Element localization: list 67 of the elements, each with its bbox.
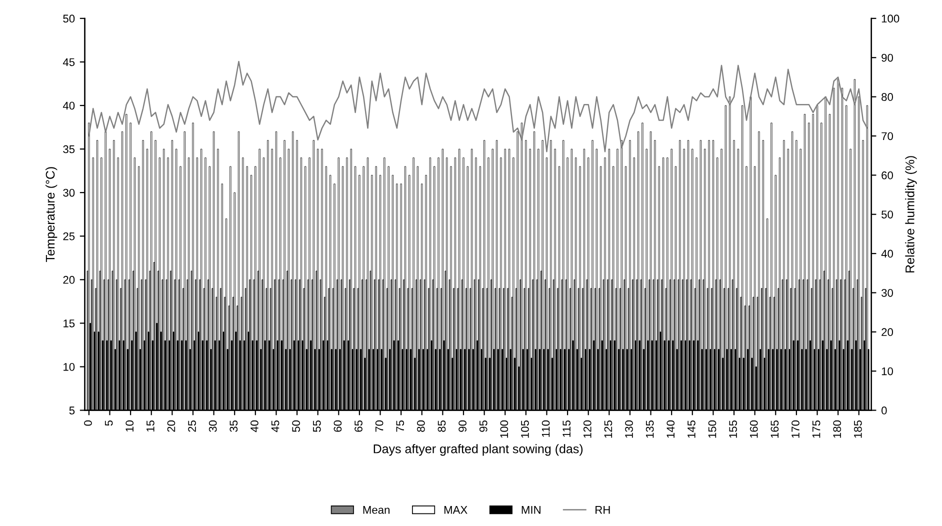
x-tick-label: 130 xyxy=(625,420,633,438)
x-tick-label: 110 xyxy=(542,420,550,437)
y2-tick-label: 70 xyxy=(882,132,893,140)
y-tick-label: 40 xyxy=(62,102,75,110)
y2-tick-label: 90 xyxy=(882,54,893,62)
x-tick-label: 95 xyxy=(479,420,488,432)
x-tick-label: 55 xyxy=(313,420,321,432)
x-tick-label: 60 xyxy=(334,420,342,432)
y2-tick-label: 40 xyxy=(881,250,893,258)
x-tick-label: 80 xyxy=(416,420,425,432)
x-tick-label: 100 xyxy=(500,420,508,438)
x-tick-label: 175 xyxy=(812,420,820,438)
x-tick-label: 25 xyxy=(188,420,196,432)
y-tick-label: 35 xyxy=(63,145,75,154)
y2-tick-label: 20 xyxy=(882,328,893,336)
x-axis-title: Days aftyer grafted plant sowing (das) xyxy=(374,444,583,456)
x-tick-label: 15 xyxy=(146,420,154,432)
y2-tick-label: 100 xyxy=(882,14,900,23)
x-tick-label: 170 xyxy=(792,420,800,438)
y2-axis-title: Relative humidity (%) xyxy=(905,156,917,272)
x-tick-label: 165 xyxy=(770,420,779,438)
y-axis-title: Temperature (°C) xyxy=(45,167,58,262)
x-tick-label: 35 xyxy=(230,420,238,432)
x-tick-label: 145 xyxy=(688,420,696,438)
y-tick-label: 45 xyxy=(62,58,75,66)
y2-tick-label: 60 xyxy=(882,171,893,180)
x-tick-label: 70 xyxy=(375,420,384,432)
x-tick-label: 105 xyxy=(521,420,529,438)
x-tick-label: 40 xyxy=(250,420,258,432)
y2-tick-label: 0 xyxy=(882,406,887,414)
y2-tick-label: 10 xyxy=(882,367,893,376)
x-tick-label: 45 xyxy=(271,420,280,432)
y2-tick-label: 30 xyxy=(881,288,893,297)
y-tick-label: 20 xyxy=(63,276,75,284)
x-tick-label: 125 xyxy=(604,420,612,438)
x-tick-label: 65 xyxy=(354,420,362,432)
x-tick-label: 135 xyxy=(646,420,654,438)
legend-label: RH xyxy=(596,506,610,514)
y-tick-label: 25 xyxy=(63,232,75,240)
x-tick-label: 20 xyxy=(167,420,176,432)
x-tick-label: 140 xyxy=(666,420,675,438)
x-tick-label: 185 xyxy=(854,420,862,438)
x-tick-label: 85 xyxy=(438,420,446,432)
x-tick-label: 50 xyxy=(292,420,300,432)
x-tick-label: 120 xyxy=(583,420,592,438)
x-tick-label: 115 xyxy=(562,420,571,437)
y-tick-label: 10 xyxy=(64,363,75,371)
y-tick-label: 15 xyxy=(64,320,75,328)
y-tick-label: 30 xyxy=(63,188,75,197)
x-tick-label: 75 xyxy=(396,420,404,432)
legend-label: MIN xyxy=(522,506,540,514)
line-series xyxy=(88,60,868,152)
x-tick-label: 155 xyxy=(729,420,737,438)
y-tick-label: 5 xyxy=(69,406,75,414)
x-tick-label: 150 xyxy=(708,420,716,438)
y-tick-label: 50 xyxy=(63,14,75,23)
x-tick-label: 30 xyxy=(208,420,217,432)
x-tick-label: 180 xyxy=(833,420,842,438)
x-tick-label: 90 xyxy=(458,420,466,432)
y2-tick-label: 50 xyxy=(882,210,893,218)
x-tick-label: 5 xyxy=(104,420,113,426)
y2-tick-label: 80 xyxy=(882,93,893,101)
x-tick-label: 0 xyxy=(84,420,92,426)
legend-label: Mean xyxy=(363,506,390,514)
x-tick-label: 10 xyxy=(126,420,134,432)
legend-label: MAX xyxy=(444,506,468,514)
x-tick-label: 160 xyxy=(750,420,758,438)
